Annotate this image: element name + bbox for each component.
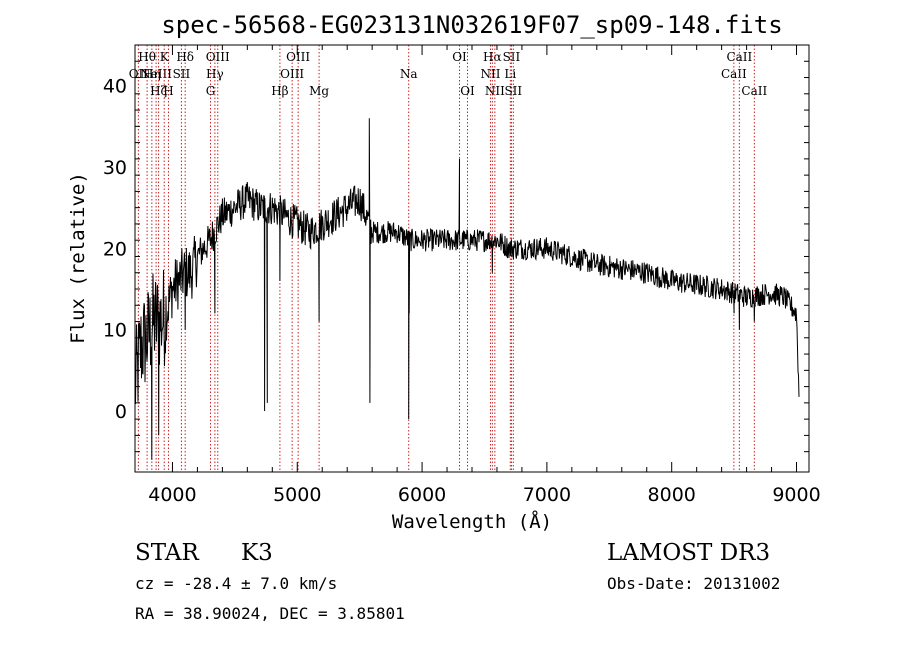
line-marker-label: NeIII (140, 67, 172, 81)
y-tick-label: 0 (115, 401, 127, 423)
line-marker-label: OIII (280, 67, 304, 81)
object-subclass: K3 (241, 540, 273, 566)
x-tick-label: 7000 (523, 484, 571, 506)
line-marker-label: Hζ (150, 84, 167, 98)
spectrum-series (134, 118, 800, 460)
line-marker-label: NII (480, 67, 500, 81)
chart-title: spec-56568-EG023131N032619F07_sp09-148.f… (161, 11, 782, 39)
line-marker-label: OII (129, 67, 149, 81)
line-marker-label: SII (503, 50, 521, 64)
line-marker-label: OIII (286, 50, 310, 64)
line-marker-label: Hβ (271, 84, 288, 98)
line-markers: OIIHθHηNeIIIHζKHSIIHδGHγOIIIHβOIIIOIIIMg… (129, 45, 767, 472)
coordinates: RA = 38.90024, DEC = 3.85801 (135, 604, 405, 623)
line-marker-label: Hγ (206, 67, 224, 81)
redshift-text: cz = -28.4 ± 7.0 km/s (135, 574, 337, 593)
line-marker-label: Hδ (176, 50, 194, 64)
line-marker-label: SII (504, 84, 522, 98)
plot-frame (134, 44, 810, 473)
line-marker-label: SII (173, 67, 191, 81)
x-tick-label: 9000 (772, 484, 820, 506)
line-marker-label: Li (504, 67, 516, 81)
x-axis: 4000 5000 6000 7000 8000 9000 (148, 45, 821, 506)
y-axis: 0 10 20 30 40 (103, 44, 809, 453)
y-tick-label: 20 (103, 238, 127, 260)
y-tick-label: 30 (103, 157, 127, 179)
line-marker-label: K (160, 50, 170, 64)
line-marker-label: OI (452, 50, 467, 64)
line-marker-label: CaII (741, 84, 767, 98)
line-marker-label: OI (460, 84, 475, 98)
line-marker-label: Mg (309, 84, 329, 98)
line-marker-label: Na (400, 67, 418, 81)
spectrum-line (134, 118, 800, 460)
line-marker-label: CaII (726, 50, 752, 64)
survey-name: LAMOST DR3 (607, 540, 770, 566)
line-marker-label: CaII (721, 67, 747, 81)
x-tick-label: 6000 (398, 484, 446, 506)
line-marker-label: Hα (483, 50, 502, 64)
x-tick-label: 5000 (273, 484, 321, 506)
line-marker-label: NII (485, 84, 505, 98)
x-axis-label: Wavelength (Å) (392, 510, 552, 533)
line-marker-label: H (163, 84, 173, 98)
x-tick-label: 8000 (648, 484, 696, 506)
line-marker-label: G (206, 84, 216, 98)
y-tick-label: 40 (103, 76, 127, 98)
x-tick-label: 4000 (148, 484, 196, 506)
line-marker-label: OIII (206, 50, 230, 64)
y-tick-label: 10 (103, 320, 127, 342)
y-axis-label: Flux (relative) (67, 172, 89, 344)
object-class: STAR (135, 540, 199, 566)
line-marker-label: Hθ (138, 50, 156, 64)
obs-date: Obs-Date: 20131002 (607, 574, 780, 593)
